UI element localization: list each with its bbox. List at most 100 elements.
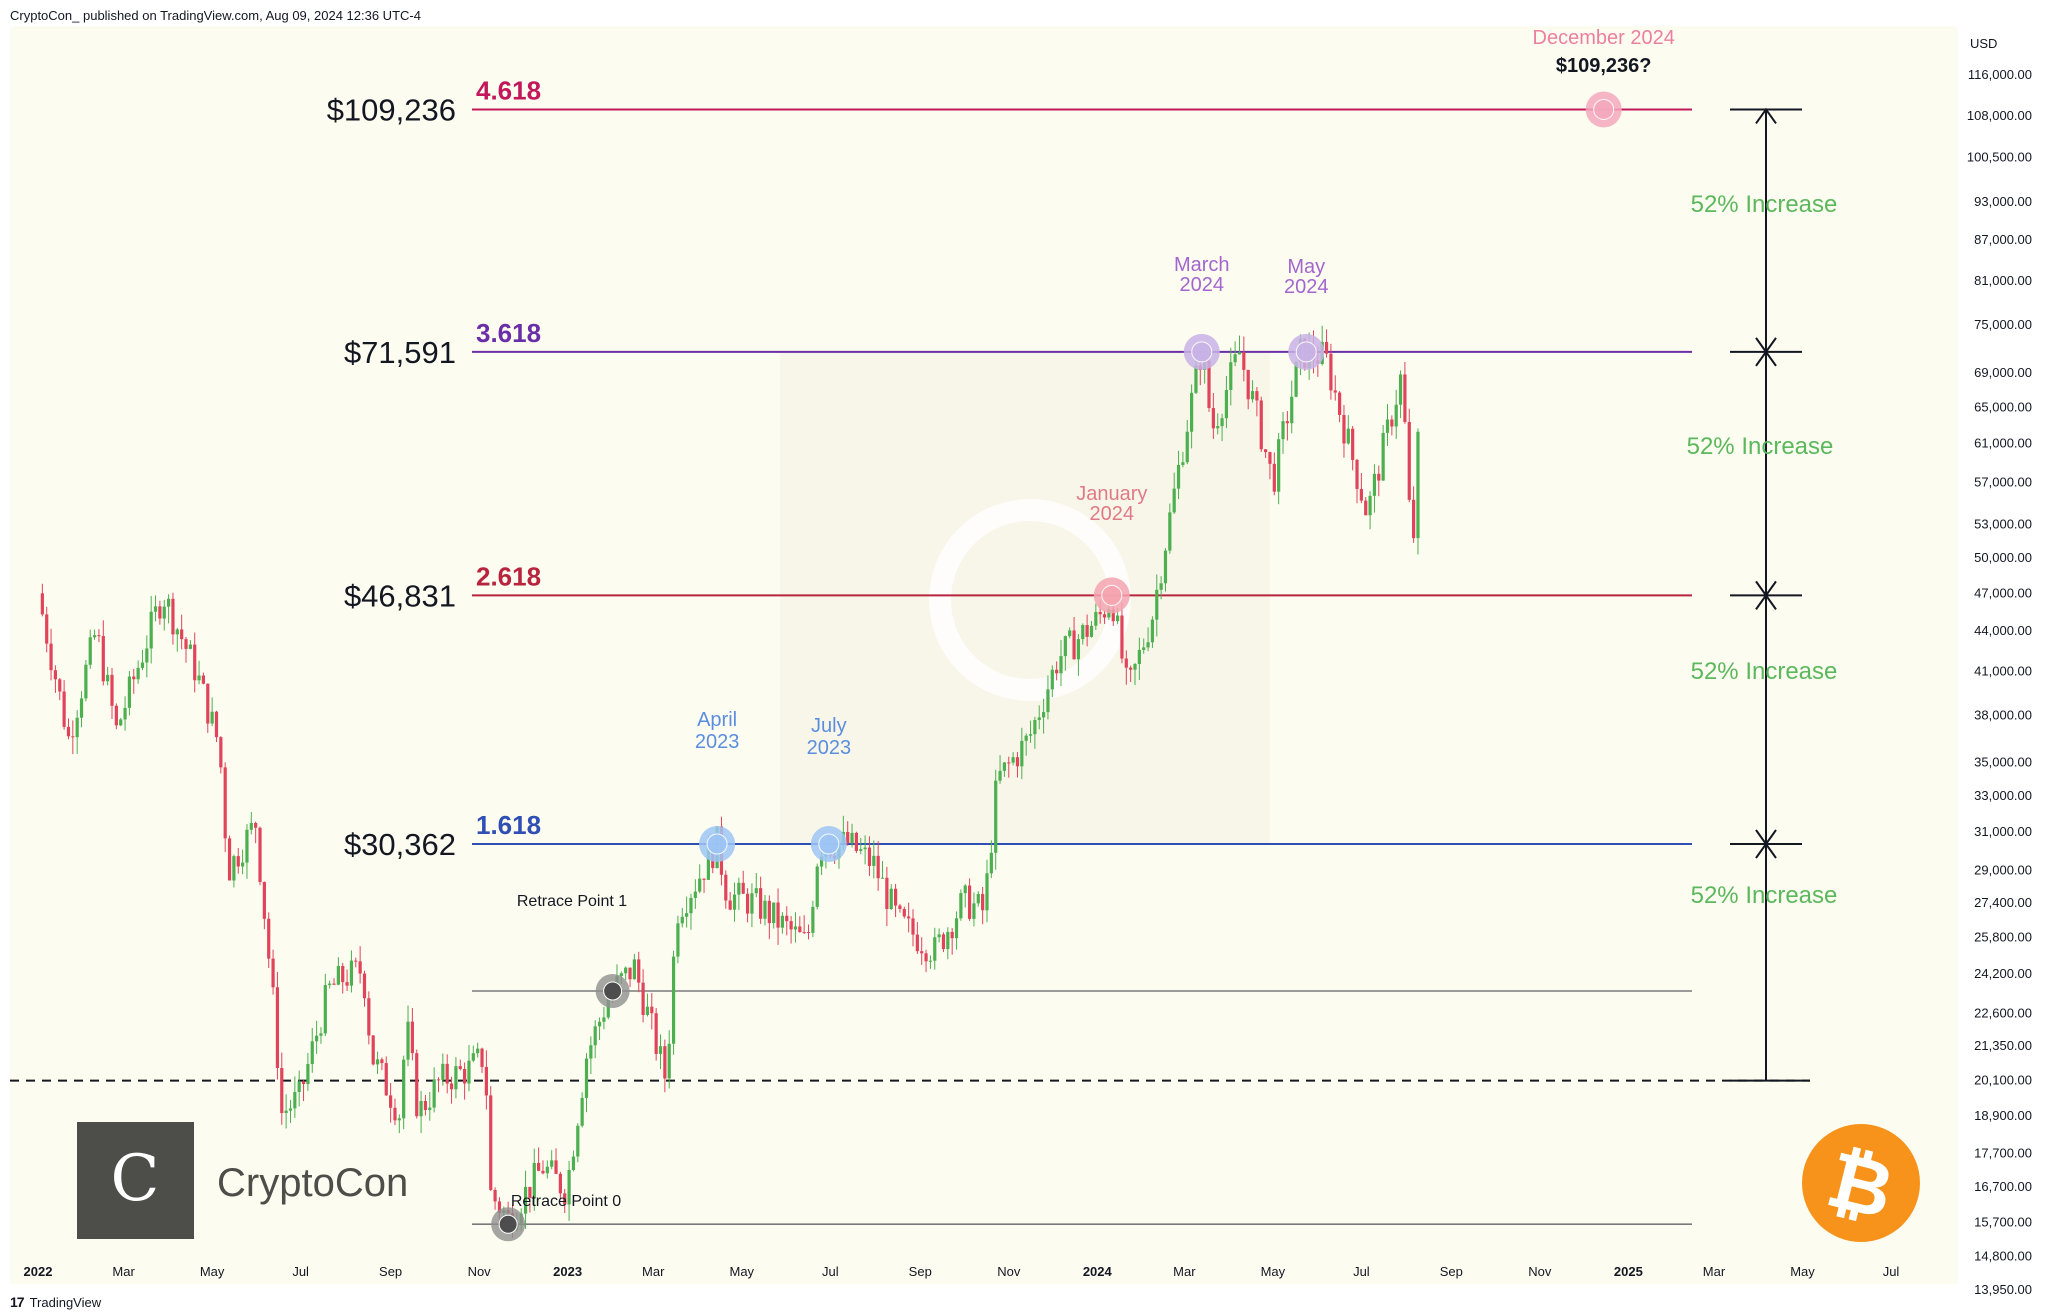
candle-body bbox=[563, 1193, 567, 1205]
x-tick-label: Sep bbox=[1440, 1264, 1463, 1279]
candle-body bbox=[123, 707, 127, 720]
candle-body bbox=[571, 1156, 576, 1171]
candle-body bbox=[954, 918, 959, 939]
candle-body bbox=[193, 644, 197, 681]
candle-body bbox=[724, 874, 728, 901]
candle-body bbox=[40, 593, 44, 615]
y-tick-label: 61,000.00 bbox=[1974, 436, 2032, 451]
candle-body bbox=[441, 1063, 445, 1080]
candle-body bbox=[201, 675, 206, 684]
candle-body bbox=[397, 1118, 401, 1121]
tradingview-brand[interactable]: 17 TradingView bbox=[10, 1294, 101, 1310]
candle-body bbox=[928, 960, 933, 962]
candle-body bbox=[793, 926, 798, 930]
candle-body bbox=[284, 1110, 288, 1113]
event-label: 2024 bbox=[1180, 274, 1225, 296]
event-label: July bbox=[811, 715, 847, 737]
candle-body bbox=[1259, 400, 1263, 450]
candle-body bbox=[236, 856, 240, 867]
candle-body bbox=[1163, 550, 1168, 584]
y-tick-label: 75,000.00 bbox=[1974, 317, 2032, 332]
candle-body bbox=[1377, 473, 1381, 481]
event-marker-core bbox=[1191, 341, 1213, 363]
increase-arrow-tail bbox=[1755, 337, 1777, 354]
candle-body bbox=[981, 894, 985, 911]
y-tick-label: 100,500.00 bbox=[1967, 149, 2032, 164]
candle-body bbox=[1207, 360, 1211, 409]
candle-body bbox=[1394, 404, 1398, 427]
y-tick-label: 65,000.00 bbox=[1974, 399, 2032, 414]
candle-body bbox=[889, 888, 893, 910]
candle-body bbox=[184, 639, 188, 649]
candle-body bbox=[306, 1064, 310, 1085]
candle-body bbox=[1020, 740, 1024, 767]
candle-body bbox=[140, 662, 145, 668]
candle-body bbox=[445, 1063, 449, 1084]
candle-body bbox=[241, 862, 245, 867]
candle-body bbox=[1398, 374, 1403, 405]
candle-body bbox=[389, 1095, 393, 1108]
event-label: $109,236? bbox=[1556, 55, 1652, 77]
candle-body bbox=[1237, 352, 1242, 355]
candle-body bbox=[745, 893, 750, 914]
candle-body bbox=[667, 1043, 671, 1079]
candle-body bbox=[1120, 615, 1124, 659]
candle-body bbox=[432, 1079, 436, 1108]
increase-label: 52% Increase bbox=[1691, 191, 1838, 218]
y-tick-label: 16,700.00 bbox=[1974, 1179, 2032, 1194]
x-tick-label: Sep bbox=[379, 1264, 402, 1279]
x-tick-label: May bbox=[1790, 1264, 1815, 1279]
candle-body bbox=[1211, 408, 1215, 429]
candle-body bbox=[53, 670, 58, 680]
candle-body bbox=[1233, 354, 1237, 363]
candle-body bbox=[863, 847, 867, 850]
y-tick-label: 17,700.00 bbox=[1974, 1146, 2032, 1161]
event-label: January bbox=[1076, 483, 1147, 505]
retrace-marker-core bbox=[603, 981, 623, 1001]
fib-price-label: $109,236 bbox=[327, 92, 456, 127]
candle-body bbox=[780, 915, 784, 928]
x-tick-label: Nov bbox=[1528, 1264, 1552, 1279]
candle-body bbox=[898, 905, 902, 909]
candle-body bbox=[950, 931, 954, 939]
candle-body bbox=[223, 767, 227, 839]
candle-body bbox=[606, 998, 610, 1018]
candle-body bbox=[484, 1066, 488, 1096]
candle-body bbox=[480, 1048, 484, 1067]
candle-body bbox=[232, 856, 236, 881]
candle-body bbox=[1133, 663, 1137, 670]
candle-body bbox=[893, 888, 898, 906]
candle-body bbox=[1172, 488, 1176, 513]
candle-body bbox=[402, 1059, 406, 1119]
candle-body bbox=[1055, 669, 1059, 674]
y-tick-label: 18,900.00 bbox=[1974, 1108, 2032, 1123]
candle-body bbox=[310, 1041, 314, 1065]
candle-body bbox=[171, 598, 175, 635]
candle-body bbox=[1094, 611, 1098, 626]
event-label: December 2024 bbox=[1533, 27, 1675, 49]
candle-body bbox=[362, 973, 367, 999]
candle-body bbox=[436, 1079, 441, 1081]
candle-body bbox=[71, 736, 75, 738]
candle-body bbox=[772, 902, 776, 924]
candle-body bbox=[663, 1046, 667, 1079]
candle-body bbox=[1329, 353, 1333, 391]
y-tick-label: 41,000.00 bbox=[1974, 664, 2032, 679]
candle-body bbox=[619, 973, 623, 977]
candle-body bbox=[1338, 392, 1342, 415]
candle-body bbox=[119, 719, 123, 726]
y-tick-label: 14,800.00 bbox=[1974, 1248, 2032, 1263]
candle-body bbox=[136, 667, 140, 680]
candle-body bbox=[493, 1189, 497, 1202]
candle-body bbox=[341, 966, 345, 983]
candle-body bbox=[415, 1053, 419, 1117]
candle-body bbox=[650, 1006, 654, 1014]
candle-body bbox=[1355, 459, 1359, 489]
candle-body bbox=[641, 982, 645, 1015]
candle-body bbox=[754, 888, 758, 894]
candle-body bbox=[301, 1081, 306, 1085]
fib-ratio-label: 1.618 bbox=[476, 810, 541, 840]
y-tick-label: 108,000.00 bbox=[1967, 108, 2032, 123]
candle-body bbox=[249, 822, 253, 830]
candle-body bbox=[345, 982, 349, 986]
